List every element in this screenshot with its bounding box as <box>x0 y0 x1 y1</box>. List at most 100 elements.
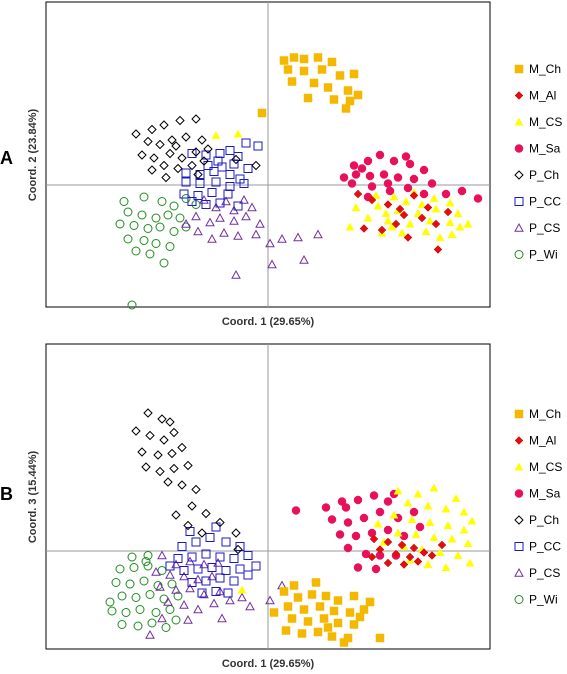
marker-p-cc <box>233 201 243 211</box>
marker-p-wi <box>123 234 133 244</box>
marker-p-cc <box>229 554 239 563</box>
marker-p-wi <box>145 249 155 259</box>
marker-p-cc <box>241 138 251 148</box>
marker-p-ch <box>201 508 211 519</box>
marker-p-wi <box>131 593 141 602</box>
legend-symbol-m-ch <box>514 64 524 74</box>
marker-m-sa <box>415 522 425 532</box>
marker-p-wi <box>145 590 155 599</box>
marker-m-al <box>353 189 363 199</box>
marker-p-cc <box>215 573 225 583</box>
marker-p-cc <box>201 576 211 586</box>
marker-p-cc <box>215 552 225 562</box>
marker-m-sa <box>385 186 395 196</box>
marker-m-cs <box>413 489 423 498</box>
marker-p-ch <box>177 480 187 490</box>
marker-p-ch <box>167 135 177 145</box>
marker-m-ch <box>319 614 329 623</box>
marker-m-sa <box>375 150 385 160</box>
marker-m-al <box>375 545 385 554</box>
marker-p-ch <box>187 501 197 511</box>
marker-p-ch <box>131 129 141 139</box>
legend-label-p-ch: P_Ch <box>529 513 559 527</box>
marker-m-sa <box>347 179 357 188</box>
legend-label-p-cc: P_CC <box>529 195 561 209</box>
marker-m-al <box>395 204 405 214</box>
marker-m-al <box>431 219 441 229</box>
panel-b-y-axis-label: Coord. 3 (15.44%) <box>27 451 39 544</box>
marker-p-wi <box>139 576 149 586</box>
marker-m-sa <box>379 170 389 179</box>
marker-p-ch <box>159 120 169 130</box>
marker-m-sa <box>353 563 363 572</box>
marker-m-cs <box>381 208 391 217</box>
marker-p-ch <box>141 462 151 472</box>
legend-label-p-ch: P_Ch <box>529 168 559 182</box>
marker-m-cs <box>417 199 427 208</box>
marker-m-cs <box>403 498 413 507</box>
marker-p-ch <box>183 460 193 471</box>
marker-m-cs <box>451 493 461 502</box>
marker-m-cs <box>463 538 473 547</box>
marker-m-cs <box>435 232 445 241</box>
marker-p-ch <box>159 160 169 171</box>
marker-p-cc <box>235 564 245 574</box>
marker-m-ch <box>341 104 351 113</box>
panel-a-x-axis-label: Coord. 1 (29.65%) <box>222 316 315 328</box>
marker-p-cs <box>207 233 217 243</box>
marker-m-ch <box>309 78 319 88</box>
marker-p-ch <box>145 430 155 441</box>
legend-label-m-al: M_Al <box>529 89 556 103</box>
marker-p-wi <box>151 213 161 223</box>
marker-p-ch <box>191 484 201 495</box>
marker-m-cs <box>389 510 399 519</box>
legend-symbol-p-wi <box>514 250 524 259</box>
marker-m-sa <box>365 171 375 181</box>
marker-m-al <box>417 213 427 223</box>
marker-m-al <box>409 543 419 553</box>
legend-symbol-m-al <box>514 91 524 100</box>
marker-p-cc <box>197 588 207 598</box>
marker-p-cc <box>251 561 261 571</box>
marker-p-cs <box>179 571 189 581</box>
marker-m-ch <box>279 587 289 596</box>
marker-p-wi <box>143 224 153 233</box>
marker-p-cs <box>213 557 223 567</box>
marker-p-cc <box>221 537 231 547</box>
marker-m-ch <box>257 108 267 118</box>
marker-p-cs <box>241 211 251 221</box>
marker-p-cs <box>219 227 229 237</box>
marker-m-sa <box>405 159 415 169</box>
marker-p-cc <box>205 533 215 542</box>
marker-p-cc <box>215 198 225 208</box>
marker-m-sa <box>473 194 483 203</box>
marker-p-ch <box>233 544 243 555</box>
marker-p-wi <box>137 210 147 220</box>
marker-m-ch <box>281 626 291 635</box>
legend-symbol-m-cs <box>514 462 524 471</box>
marker-m-sa <box>389 156 399 166</box>
marker-m-cs <box>447 229 457 238</box>
marker-p-wi <box>129 221 139 230</box>
marker-m-cs <box>387 222 397 231</box>
marker-p-wi <box>129 563 139 572</box>
marker-p-ch <box>193 169 203 180</box>
marker-p-wi <box>151 239 161 248</box>
marker-m-ch <box>317 65 327 74</box>
marker-p-cc <box>177 542 187 551</box>
marker-m-al <box>427 551 437 560</box>
marker-p-ch <box>171 141 181 151</box>
marker-m-ch <box>315 602 325 611</box>
marker-p-ch <box>137 150 147 160</box>
marker-m-cs <box>423 501 433 510</box>
marker-m-al <box>403 233 413 242</box>
marker-p-wi <box>169 227 179 236</box>
marker-m-cs <box>373 201 383 210</box>
marker-p-cc <box>201 200 211 209</box>
marker-m-al <box>377 225 387 235</box>
marker-p-ch <box>197 135 207 145</box>
marker-m-sa <box>383 497 393 506</box>
marker-p-ch <box>191 147 201 157</box>
panel-a-legend: M_Ch M_Al M_CS M_Sa P_Ch P_CC P_CS P_Wi <box>514 62 562 262</box>
marker-p-ch <box>231 528 241 538</box>
